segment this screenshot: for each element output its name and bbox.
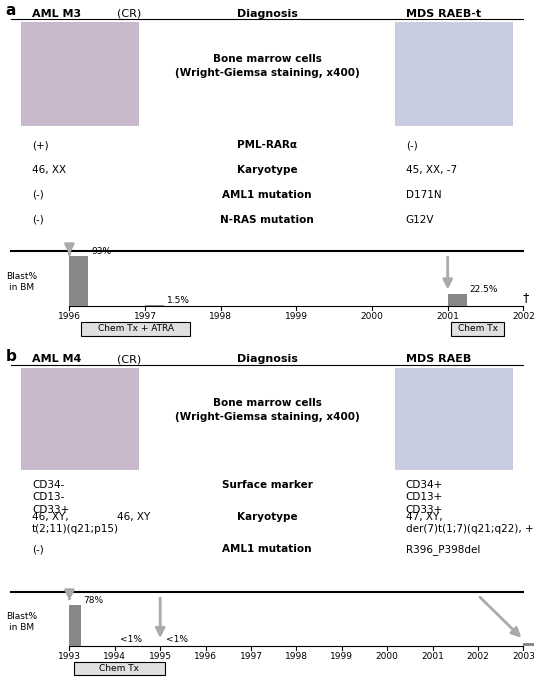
Text: <1%: <1% (166, 635, 188, 644)
Text: 46, XY,
t(2;11)(q21;p15): 46, XY, t(2;11)(q21;p15) (32, 512, 119, 534)
Text: 1998: 1998 (285, 652, 308, 661)
Text: 1995: 1995 (148, 652, 172, 661)
Text: 1997: 1997 (239, 652, 263, 661)
Bar (69, 605, 81, 646)
Bar (447, 294, 467, 306)
Text: 1.5%: 1.5% (167, 297, 190, 306)
Text: 1993: 1993 (58, 652, 81, 661)
Text: 2003: 2003 (512, 652, 534, 661)
Text: 1996: 1996 (58, 312, 81, 321)
Text: Surface marker: Surface marker (222, 480, 312, 490)
Bar (451, 323, 505, 336)
Text: AML M4: AML M4 (32, 354, 81, 364)
Text: Chem Tx: Chem Tx (99, 664, 139, 673)
Text: 2002: 2002 (467, 652, 489, 661)
Text: 1997: 1997 (134, 312, 156, 321)
Text: 2000: 2000 (360, 312, 383, 321)
Text: (-): (-) (406, 140, 418, 150)
Text: Chem Tx + ATRA: Chem Tx + ATRA (98, 325, 174, 334)
Text: 1998: 1998 (209, 312, 232, 321)
Text: CD34+
CD13+
CD33+: CD34+ CD13+ CD33+ (406, 480, 443, 514)
Text: MDS RAEB: MDS RAEB (406, 354, 471, 364)
Text: CD34-
CD13-
CD33+: CD34- CD13- CD33+ (32, 480, 69, 514)
Text: †: † (523, 291, 529, 304)
Bar (74, 662, 164, 675)
Text: (-): (-) (32, 215, 44, 225)
Text: (-): (-) (32, 545, 44, 554)
Text: Karyotype: Karyotype (237, 165, 297, 175)
Text: PML-RARα: PML-RARα (237, 140, 297, 150)
Bar (81, 323, 191, 336)
Text: D171N: D171N (406, 190, 442, 200)
Text: 78%: 78% (83, 596, 104, 605)
Text: (-): (-) (32, 190, 44, 200)
Text: Chem Tx: Chem Tx (458, 325, 498, 334)
Text: a: a (5, 3, 15, 18)
Text: 1999: 1999 (330, 652, 354, 661)
Text: G12V: G12V (406, 215, 434, 225)
Text: AML1 mutation: AML1 mutation (222, 190, 312, 200)
Text: N-RAS mutation: N-RAS mutation (220, 215, 314, 225)
Text: 1999: 1999 (285, 312, 308, 321)
Text: <1%: <1% (121, 635, 143, 644)
Bar (69, 256, 88, 306)
Text: Bone marrow cells
(Wright-Giemsa staining, x400): Bone marrow cells (Wright-Giemsa stainin… (175, 53, 359, 77)
Text: b: b (5, 349, 16, 364)
Text: 47, XY,
der(7)t(1;7)(q21;q22), +8: 47, XY, der(7)t(1;7)(q21;q22), +8 (406, 512, 534, 534)
Text: 22.5%: 22.5% (469, 285, 498, 294)
Text: Bone marrow cells
(Wright-Giemsa staining, x400): Bone marrow cells (Wright-Giemsa stainin… (175, 399, 359, 423)
Text: AML1 mutation: AML1 mutation (222, 545, 312, 554)
Text: Karyotype: Karyotype (237, 512, 297, 522)
Text: R396_P398del: R396_P398del (406, 545, 480, 555)
Text: 45, XX, -7: 45, XX, -7 (406, 165, 457, 175)
Text: 1996: 1996 (194, 652, 217, 661)
Text: MDS RAEB-t: MDS RAEB-t (406, 9, 481, 18)
Text: 1994: 1994 (104, 652, 126, 661)
Text: Diagnosis: Diagnosis (237, 9, 297, 18)
Text: Diagnosis: Diagnosis (237, 354, 297, 364)
Text: 2001: 2001 (436, 312, 459, 321)
Text: (CR): (CR) (117, 9, 142, 18)
Text: 2002: 2002 (512, 312, 534, 321)
Bar (395, 23, 513, 126)
Text: AML M3: AML M3 (32, 9, 81, 18)
Bar (21, 23, 139, 126)
Text: Blast%
in BM: Blast% in BM (6, 272, 37, 292)
Text: 46, XX: 46, XX (32, 165, 66, 175)
Bar (21, 368, 139, 470)
Text: 2001: 2001 (421, 652, 444, 661)
Text: (+): (+) (32, 140, 49, 150)
Text: 93%: 93% (91, 247, 111, 256)
Text: (CR): (CR) (117, 354, 142, 364)
Bar (523, 643, 534, 646)
Bar (395, 368, 513, 470)
Text: 2000: 2000 (376, 652, 398, 661)
Text: Blast%
in BM: Blast% in BM (6, 612, 37, 632)
Text: 46, XY: 46, XY (117, 512, 151, 522)
